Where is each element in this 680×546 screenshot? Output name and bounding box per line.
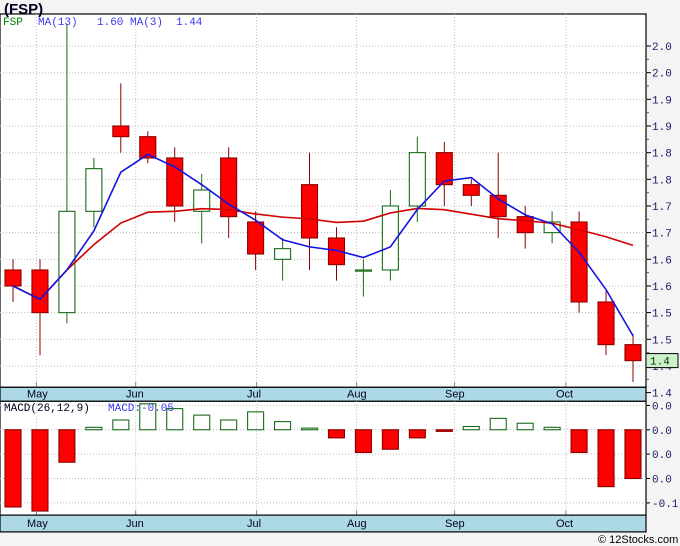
svg-text:1.9: 1.9 [652,122,672,134]
svg-text:MA(3): MA(3) [130,17,163,29]
svg-text:Sep: Sep [445,389,465,401]
svg-text:1.4: 1.4 [652,389,672,401]
svg-text:May: May [27,518,48,530]
svg-text:Sep: Sep [445,518,465,530]
svg-text:0.0: 0.0 [652,475,672,487]
svg-text:0.0: 0.0 [652,450,672,462]
svg-text:0.0: 0.0 [652,401,672,413]
svg-text:0.0: 0.0 [652,426,672,438]
svg-text:1.8: 1.8 [652,149,672,161]
svg-text:Aug: Aug [347,518,367,530]
svg-text:1.9: 1.9 [652,95,672,107]
svg-text:MA(13): MA(13) [38,17,78,29]
svg-text:1.6: 1.6 [652,255,672,267]
svg-text:Oct: Oct [556,518,573,530]
svg-text:1.6: 1.6 [652,282,672,294]
svg-text:1.4: 1.4 [650,357,670,369]
svg-text:Jul: Jul [247,389,261,401]
svg-text:MACD(26,12,9): MACD(26,12,9) [4,403,90,415]
svg-text:Oct: Oct [556,389,573,401]
svg-text:May: May [27,389,48,401]
svg-text:1.7: 1.7 [652,229,672,241]
svg-text:Aug: Aug [347,389,367,401]
svg-text:MACD:-0.05: MACD:-0.05 [108,403,174,415]
svg-text:2.0: 2.0 [652,42,672,54]
svg-text:Jul: Jul [247,518,261,530]
svg-text:1.44: 1.44 [176,17,203,29]
svg-text:-0.1: -0.1 [652,499,679,511]
svg-text:FSP: FSP [3,17,23,29]
svg-text:1.60: 1.60 [97,17,123,29]
svg-text:1.5: 1.5 [652,335,672,347]
svg-text:© 12Stocks.com: © 12Stocks.com [598,534,678,546]
svg-text:Jun: Jun [126,518,144,530]
svg-text:1.8: 1.8 [652,175,672,187]
svg-text:1.7: 1.7 [652,202,672,214]
svg-text:1.5: 1.5 [652,309,672,321]
svg-text:Jun: Jun [126,389,144,401]
svg-text:2.0: 2.0 [652,69,672,81]
